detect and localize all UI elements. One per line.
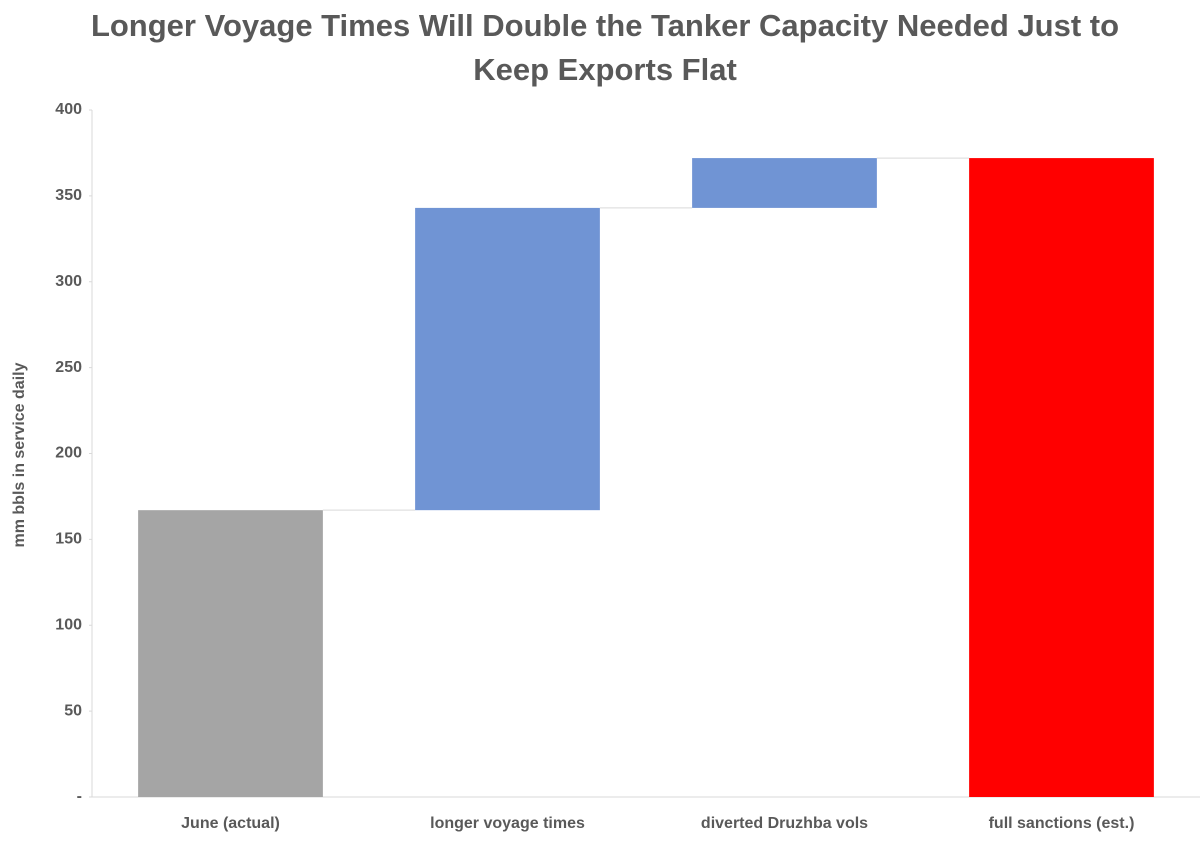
bar	[138, 510, 323, 797]
y-tick-label: 250	[55, 359, 82, 376]
bar	[692, 158, 877, 208]
bar	[969, 158, 1154, 798]
y-tick-label: 150	[55, 531, 82, 548]
x-tick-label: full sanctions (est.)	[989, 815, 1135, 832]
y-tick-label: 400	[55, 101, 82, 118]
y-tick-label: 300	[55, 273, 82, 290]
bar	[415, 207, 600, 511]
x-tick-label: diverted Druzhba vols	[701, 815, 868, 832]
y-tick-label: 100	[55, 616, 82, 633]
y-tick-label: 350	[55, 187, 82, 204]
y-tick-label: 200	[55, 445, 82, 462]
y-tick-label: 50	[64, 702, 82, 719]
chart-title: Longer Voyage Times Will Double the Tank…	[90, 8, 1120, 87]
x-tick-label: June (actual)	[181, 815, 280, 832]
x-tick-label: longer voyage times	[430, 815, 585, 832]
y-tick-label: -	[77, 788, 82, 805]
y-axis-label: mm bbls in service daily	[11, 362, 28, 547]
